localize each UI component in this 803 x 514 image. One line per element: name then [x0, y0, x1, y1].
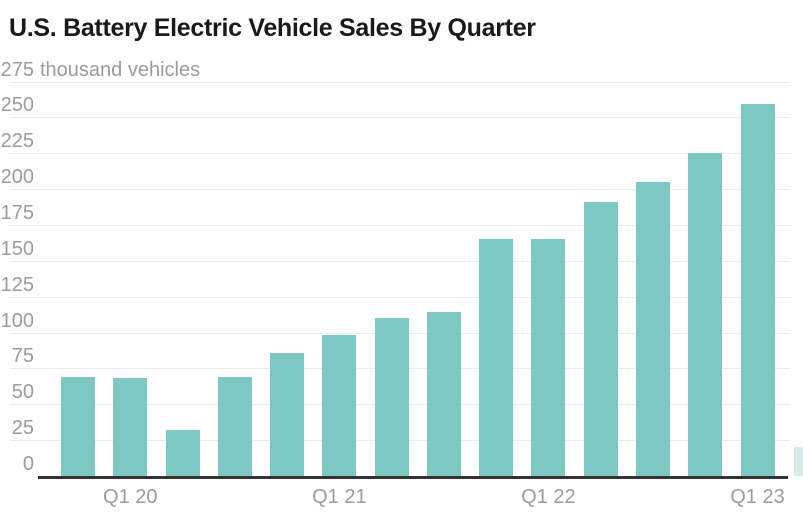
bar[interactable] — [165, 430, 200, 476]
x-tick-label: Q1 20 — [103, 486, 158, 508]
gridline — [10, 189, 790, 191]
bar[interactable] — [61, 377, 95, 476]
x-tick-label: Q1 21 — [312, 486, 367, 508]
gridline — [10, 296, 790, 298]
y-tick-label: 25 — [11, 417, 34, 440]
bar[interactable] — [217, 377, 252, 476]
y-tick-label: 225 — [0, 130, 34, 153]
bar[interactable] — [583, 202, 618, 476]
bar[interactable] — [113, 378, 148, 476]
bar[interactable] — [426, 312, 461, 476]
bar[interactable] — [635, 181, 670, 476]
y-tick-label: 275 — [0, 58, 34, 81]
bar[interactable] — [374, 318, 409, 476]
chart-title: U.S. Battery Electric Vehicle Sales By Q… — [9, 14, 536, 42]
bar[interactable] — [322, 335, 357, 476]
bar[interactable] — [270, 352, 305, 476]
x-tick-label: Q1 23 — [730, 486, 785, 508]
y-tick-label: 50 — [11, 381, 34, 404]
y-tick-label: 150 — [0, 237, 34, 260]
gridline — [10, 81, 790, 83]
y-tick-label: 75 — [11, 345, 34, 368]
y-tick-label: 100 — [0, 309, 34, 332]
y-tick-label: 125 — [0, 273, 34, 296]
x-axis-baseline — [38, 476, 788, 479]
y-tick-label: 250 — [0, 94, 34, 117]
y-axis-unit-label: thousand vehicles — [40, 58, 201, 81]
bar[interactable] — [479, 239, 514, 476]
partial-bar[interactable] — [794, 447, 803, 476]
y-tick-label: 200 — [0, 166, 34, 189]
gridline — [10, 224, 790, 226]
gridline — [10, 117, 790, 119]
x-tick-label: Q1 22 — [521, 486, 576, 508]
bar[interactable] — [531, 239, 566, 476]
bar[interactable] — [740, 104, 775, 476]
bar[interactable] — [688, 153, 723, 476]
y-tick-label: 175 — [0, 201, 34, 224]
gridline — [10, 153, 790, 155]
y-tick-label: 0 — [22, 453, 34, 475]
gridline — [10, 260, 790, 262]
